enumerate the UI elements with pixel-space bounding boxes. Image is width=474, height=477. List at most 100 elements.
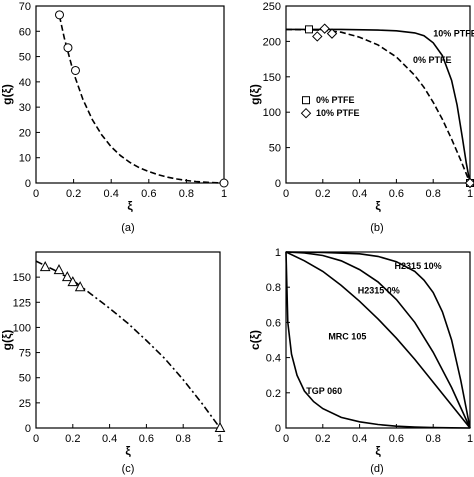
x-axis-label: ξ	[125, 444, 131, 458]
x-tick-label: 1	[221, 188, 227, 200]
series-line-mrc-105	[285, 251, 471, 429]
data-point-diamond	[319, 23, 330, 34]
x-tick-label: 0.2	[65, 433, 80, 445]
y-axis-label: g(ξ)	[248, 84, 262, 105]
y-tick-label: 150	[13, 272, 31, 284]
y-axis-label: g(ξ)	[0, 330, 14, 351]
panel-label: (a)	[121, 222, 134, 234]
series-line-h2315-0-	[285, 251, 471, 429]
x-tick-label: 0.6	[139, 433, 154, 445]
x-tick-label: 0.6	[389, 188, 404, 200]
y-tick-label: 200	[263, 36, 281, 48]
panel-b: 0 0.2 0.4 0.6 0.8 1 0 50 100 150 200 250 ξ g(ξ) (b) 0% …	[248, 1, 474, 234]
y-tick-label: 0.4	[266, 353, 281, 365]
panel-label: (b)	[370, 222, 383, 234]
y-tick-label: 0	[275, 178, 281, 190]
data-point-square	[305, 25, 313, 34]
panel-c: 0 0.2 0.4 0.6 0.8 1 0 25 50 75 100 125 150 ξ g(ξ) (c)	[0, 251, 226, 475]
x-tick-label: 0.8	[176, 433, 191, 445]
data-point-circle	[63, 43, 73, 53]
data-point-circle	[219, 178, 229, 188]
x-tick-label: 0.4	[104, 188, 119, 200]
data-point-triangle	[61, 271, 73, 282]
legend-label: 10% PTFE	[316, 108, 360, 118]
x-tick-label: 0.2	[66, 188, 81, 200]
x-tick-label: 0.4	[102, 433, 117, 445]
y-tick-label: 100	[13, 322, 31, 334]
plot-frame	[285, 5, 471, 184]
data-point-circle	[70, 65, 80, 75]
data-point-diamond	[312, 31, 323, 42]
plot-frame	[285, 251, 471, 429]
y-tick-label: 0	[25, 178, 31, 190]
x-axis-label: ξ	[375, 444, 381, 458]
legend-label: 0% PTFE	[316, 95, 355, 105]
y-tick-label: 1	[275, 247, 281, 259]
plot-frame	[35, 5, 225, 184]
data-point-triangle	[53, 264, 65, 275]
y-tick-label: 75	[19, 348, 31, 360]
series-annotation: H2315 0%	[358, 286, 400, 296]
series-annotation: 0% PTFE	[413, 55, 452, 65]
y-tick-label: 0.8	[266, 282, 281, 294]
series-annotation: H2315 10%	[395, 261, 442, 271]
x-tick-label: 0	[283, 433, 289, 445]
y-tick-label: 0.6	[266, 317, 281, 329]
legend-marker-square	[302, 96, 310, 105]
x-tick-label: 1	[467, 433, 473, 445]
y-tick-label: 70	[19, 1, 31, 13]
series-annotation: MRC 105	[328, 331, 366, 341]
data-point-diamond	[464, 177, 474, 189]
panel-label: (c)	[122, 463, 135, 475]
x-tick-label: 0	[283, 188, 289, 200]
data-point-triangle	[214, 421, 226, 432]
series-line-10-ptfe	[286, 28, 471, 184]
panel-d: 0 0.2 0.4 0.6 0.8 1 0 0.2 0.4 0.6 0.8 1 ξ c(ξ) (d) H231…	[248, 247, 473, 475]
series-line-0	[35, 260, 221, 429]
x-tick-label: 0.8	[179, 188, 194, 200]
series-line-0-ptfe	[285, 28, 471, 184]
x-tick-label: 0.8	[426, 188, 441, 200]
y-tick-label: 30	[19, 102, 31, 114]
y-axis-label: c(ξ)	[248, 330, 262, 350]
data-point-triangle	[39, 261, 51, 272]
x-tick-label: 0.6	[389, 433, 404, 445]
x-tick-label: 0.8	[426, 433, 441, 445]
y-tick-label: 250	[263, 1, 281, 13]
x-axis-label: ξ	[127, 199, 133, 213]
legend-marker-diamond	[300, 107, 312, 119]
y-tick-label: 50	[19, 373, 31, 385]
data-point-circle	[55, 10, 64, 20]
x-tick-label: 0.4	[352, 188, 367, 200]
series-line-0	[58, 15, 225, 184]
x-tick-label: 1	[467, 188, 473, 200]
y-tick-label: 50	[269, 143, 281, 155]
x-tick-label: 0.6	[141, 188, 156, 200]
y-tick-label: 20	[19, 127, 31, 139]
plot-frame	[35, 251, 221, 429]
x-axis-label: ξ	[375, 199, 381, 213]
y-tick-label: 25	[19, 398, 31, 410]
series-annotation: 10% PTFE	[433, 29, 474, 39]
y-tick-label: 0.2	[266, 388, 281, 400]
x-tick-label: 0.4	[352, 433, 367, 445]
x-tick-label: 1	[217, 433, 223, 445]
series-line-h2315-10-	[285, 251, 471, 429]
y-tick-label: 100	[263, 107, 281, 119]
panel-label: (d)	[370, 463, 383, 475]
x-tick-label: 0	[33, 188, 39, 200]
y-tick-label: 150	[263, 72, 281, 84]
data-point-triangle	[67, 276, 79, 287]
series-line-tgp-060	[285, 251, 471, 429]
y-tick-label: 60	[19, 26, 31, 38]
y-tick-label: 50	[19, 52, 31, 64]
data-point-triangle	[74, 281, 86, 292]
y-tick-label: 0	[25, 423, 31, 435]
x-tick-label: 0	[33, 433, 39, 445]
series-annotation: TGP 060	[306, 386, 342, 396]
y-tick-label: 10	[19, 153, 31, 165]
y-tick-label: 125	[13, 297, 31, 309]
data-point-diamond	[326, 28, 338, 39]
